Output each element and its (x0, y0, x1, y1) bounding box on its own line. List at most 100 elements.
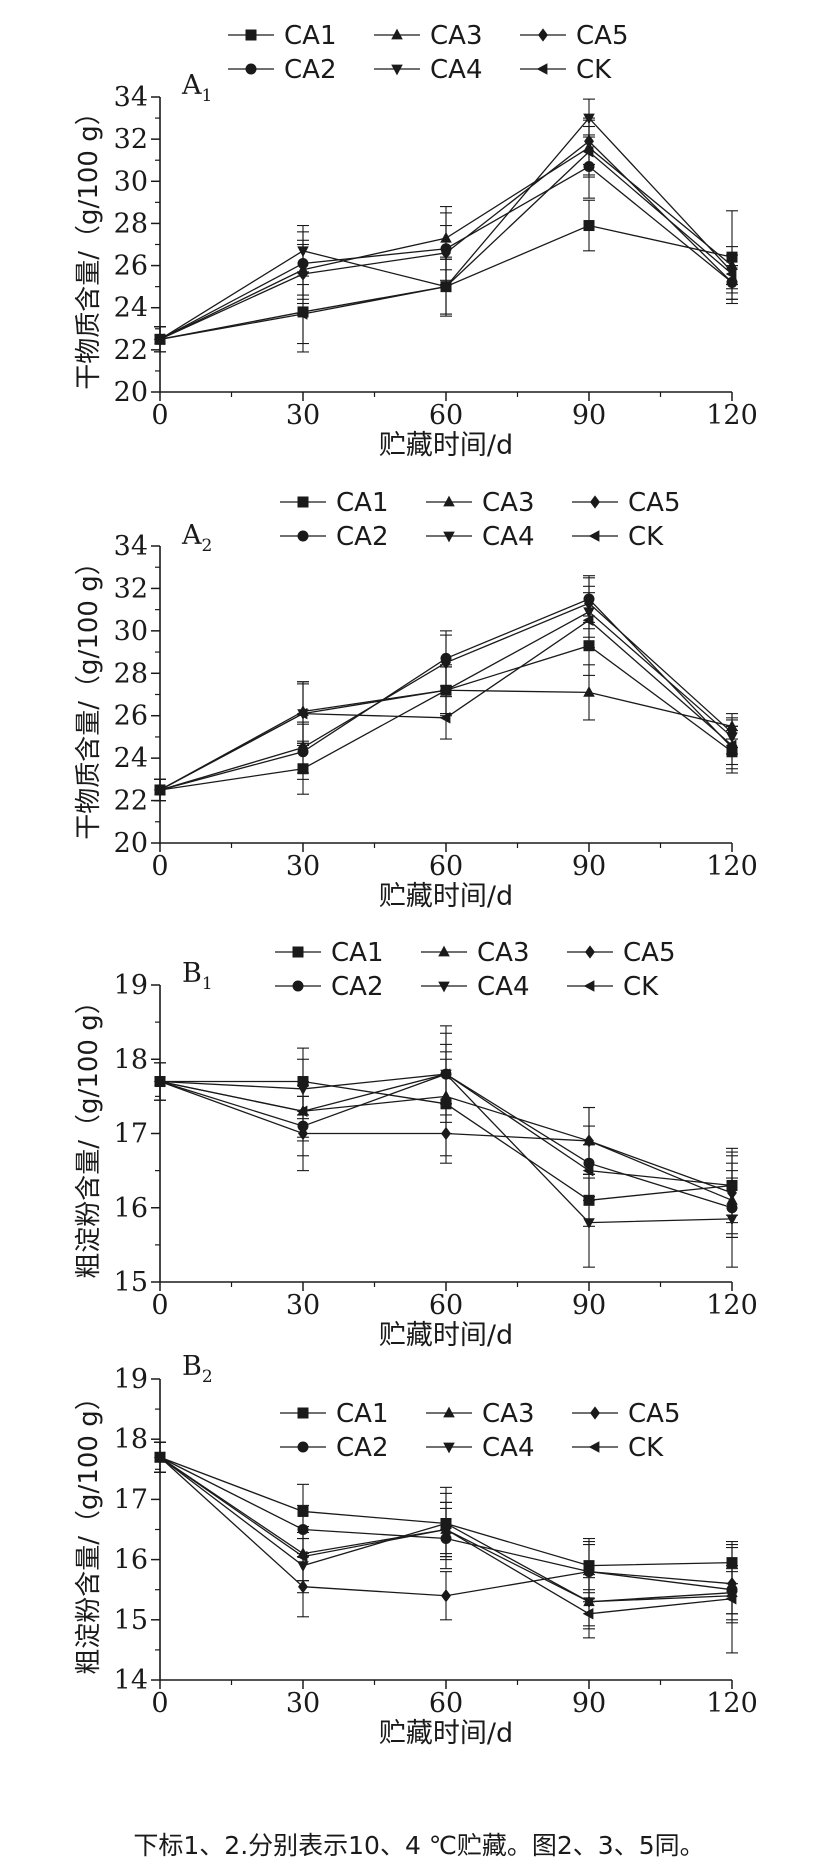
legend-item-CK: CK (572, 522, 664, 552)
data-point-CA5 (441, 246, 451, 260)
y-tick-label: 34 (114, 82, 148, 113)
panel-label-subscript: 1 (202, 86, 213, 106)
data-point-CK (582, 1164, 594, 1177)
legend-label: CA3 (477, 938, 529, 968)
legend-marker (538, 28, 548, 42)
y-tick-label: 30 (114, 616, 148, 647)
y-tick-label: 26 (114, 251, 148, 282)
data-point-CA5 (441, 1589, 451, 1603)
data-point-CK (725, 739, 737, 752)
y-tick-label: 17 (114, 1119, 148, 1150)
legend-label: CA1 (336, 488, 388, 518)
legend-item-CK: CK (520, 55, 612, 85)
series-CK (153, 1441, 738, 1654)
y-tick-label: 20 (114, 828, 148, 859)
legend: CA1 CA3 CA5 CA2 CA4 CK (228, 21, 628, 85)
series-CK (153, 592, 738, 802)
legend-marker (391, 64, 403, 76)
data-point-CA4 (583, 1218, 595, 1229)
legend-marker (292, 980, 304, 992)
legend-marker (245, 63, 257, 75)
legend-marker (590, 1406, 600, 1420)
chart-panel-A1: 20 22 24 26 28 30 32 34 0 30 60 90 120 贮藏时间/d 干物质含量/（g… (74, 21, 758, 461)
x-tick-label: 120 (706, 400, 758, 431)
legend-label: CA3 (482, 1399, 534, 1429)
series-CA5 (154, 117, 738, 353)
legend-item-CA5: CA5 (520, 21, 628, 51)
legend-marker (438, 981, 450, 993)
data-point-CA3 (583, 686, 595, 697)
x-tick-label: 60 (429, 400, 463, 431)
x-tick-label: 120 (706, 851, 758, 882)
y-axis-title: 干物质含量/（g/100 g） (74, 99, 104, 389)
y-tick-label: 18 (114, 1044, 148, 1075)
legend-item-CA4: CA4 (421, 972, 529, 1002)
figure-caption: 下标1、2.分别表示10、4 ℃贮藏。图2、3、5同。 (133, 1831, 705, 1860)
chart-panel-B2: 14 15 16 17 18 19 0 30 60 90 120 贮藏时间/d 粗淀粉含量/（g/100… (74, 1351, 758, 1749)
y-tick-label: 14 (114, 1665, 148, 1696)
y-tick-label: 22 (114, 335, 148, 366)
legend: CA1 CA3 CA5 CA2 CA4 CK (280, 488, 680, 552)
panel-label-subscript: 2 (202, 536, 213, 556)
data-point-CK (153, 333, 165, 346)
legend-marker (391, 28, 403, 40)
legend-label: CA1 (331, 938, 383, 968)
x-tick-label: 0 (151, 1290, 168, 1321)
x-tick-label: 0 (151, 400, 168, 431)
legend-marker (590, 495, 600, 509)
data-point-CA5 (298, 267, 308, 281)
legend-label: CA1 (284, 21, 336, 51)
legend-label: CA2 (331, 972, 383, 1002)
legend-label: CA5 (623, 938, 675, 968)
x-tick-label: 60 (429, 851, 463, 882)
chart-panel-A2: 20 22 24 26 28 30 32 34 0 30 60 90 120 贮藏时间/d 干物质含量/（g… (74, 488, 758, 912)
y-tick-label: 16 (114, 1545, 148, 1576)
legend-label: CA4 (482, 1433, 534, 1463)
legend-marker (297, 530, 309, 542)
y-axis-title: 粗淀粉含量/（g/100 g） (74, 1384, 104, 1674)
legend-marker (245, 29, 257, 41)
data-point-CK (153, 1075, 165, 1088)
legend-marker (292, 946, 304, 958)
legend-marker (297, 1441, 309, 1453)
x-tick-label: 30 (286, 851, 320, 882)
legend-marker (443, 531, 455, 543)
data-point-CK (296, 1550, 308, 1563)
legend-label: CA3 (430, 21, 482, 51)
series-CA5 (154, 577, 738, 802)
y-tick-label: 28 (114, 208, 148, 239)
data-point-CA5 (441, 656, 451, 670)
data-point-CA5 (298, 740, 308, 755)
legend: CA1 CA3 CA5 CA2 CA4 CK (280, 1399, 680, 1463)
data-point-CA5 (441, 1126, 451, 1141)
legend-item-CA5: CA5 (572, 488, 680, 518)
legend-marker (443, 1442, 455, 1454)
y-tick-label: 20 (114, 377, 148, 408)
data-point-CK (296, 308, 308, 320)
data-point-CA1 (583, 220, 595, 232)
legend-item-CA1: CA1 (275, 938, 383, 968)
legend-item-CA5: CA5 (567, 938, 675, 968)
data-point-CK (153, 1451, 165, 1464)
y-tick-label: 19 (114, 970, 148, 1001)
legend-label: CA2 (336, 522, 388, 552)
legend-item-CA3: CA3 (374, 21, 482, 51)
legend-item-CA3: CA3 (421, 938, 529, 968)
x-tick-label: 30 (286, 400, 320, 431)
panel-label: A2 (181, 520, 212, 556)
y-tick-label: 18 (114, 1424, 148, 1455)
data-point-CK (153, 784, 165, 796)
legend-item-CA3: CA3 (426, 1399, 534, 1429)
series-CK (153, 1032, 738, 1216)
x-tick-label: 30 (286, 1290, 320, 1321)
data-point-CK (582, 1608, 594, 1620)
legend-label: CK (628, 522, 664, 552)
legend-marker (443, 495, 455, 507)
legend: CA1 CA3 CA5 CA2 CA4 CK (275, 938, 675, 1002)
x-tick-label: 30 (286, 1688, 320, 1719)
data-point-CK (296, 1105, 308, 1117)
y-tick-label: 16 (114, 1193, 148, 1224)
legend-item-CA4: CA4 (426, 1433, 534, 1463)
legend-label: CA4 (430, 55, 482, 85)
x-tick-label: 120 (706, 1688, 758, 1719)
